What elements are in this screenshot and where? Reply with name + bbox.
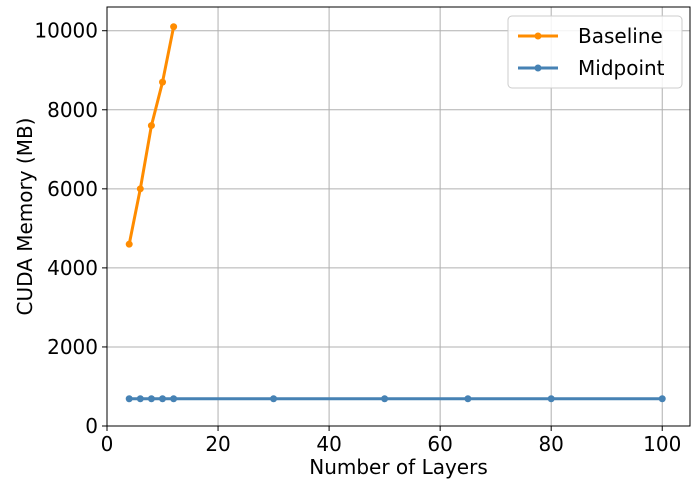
data-point-midpoint xyxy=(159,395,167,403)
y-axis-label: CUDA Memory (MB) xyxy=(13,118,37,316)
data-point-baseline xyxy=(170,23,178,31)
data-point-midpoint xyxy=(658,395,666,403)
legend-label-midpoint: Midpoint xyxy=(578,56,665,80)
y-tick-label: 4000 xyxy=(47,256,98,280)
data-point-midpoint xyxy=(125,395,133,403)
plot-frame xyxy=(106,6,691,427)
data-point-baseline xyxy=(159,78,167,86)
x-tick-label: 20 xyxy=(205,432,230,456)
y-tick-label: 6000 xyxy=(47,177,98,201)
series-layer xyxy=(125,23,666,403)
data-point-baseline xyxy=(136,185,144,193)
data-point-midpoint xyxy=(270,395,278,403)
x-tick-label: 100 xyxy=(643,432,681,456)
data-point-midpoint xyxy=(381,395,389,403)
y-tick-label: 2000 xyxy=(47,335,98,359)
legend-label-baseline: Baseline xyxy=(578,24,663,48)
x-tick-label: 40 xyxy=(316,432,341,456)
legend-marker-baseline xyxy=(534,32,542,40)
data-point-midpoint xyxy=(147,395,155,403)
legend-marker-midpoint xyxy=(534,64,542,72)
data-point-baseline xyxy=(125,240,133,248)
series-line-baseline xyxy=(127,25,176,246)
x-tick-label: 80 xyxy=(538,432,563,456)
data-point-baseline xyxy=(147,122,155,130)
y-tick-label: 10000 xyxy=(34,19,98,43)
axis-ticks: 0 20 40 60 80 100 0 2000 4000 6000 8000 10000 xyxy=(34,19,681,456)
x-tick-label: 0 xyxy=(101,432,114,456)
legend: Baseline Midpoint xyxy=(507,15,683,89)
data-point-midpoint xyxy=(136,395,144,403)
x-tick-label: 60 xyxy=(427,432,452,456)
x-axis-label: Number of Layers xyxy=(309,455,488,479)
data-point-midpoint xyxy=(464,395,472,403)
data-point-midpoint xyxy=(170,395,178,403)
data-point-midpoint xyxy=(547,395,555,403)
y-tick-label: 8000 xyxy=(47,98,98,122)
legend-box xyxy=(507,15,683,89)
y-tick-label: 0 xyxy=(85,414,98,438)
